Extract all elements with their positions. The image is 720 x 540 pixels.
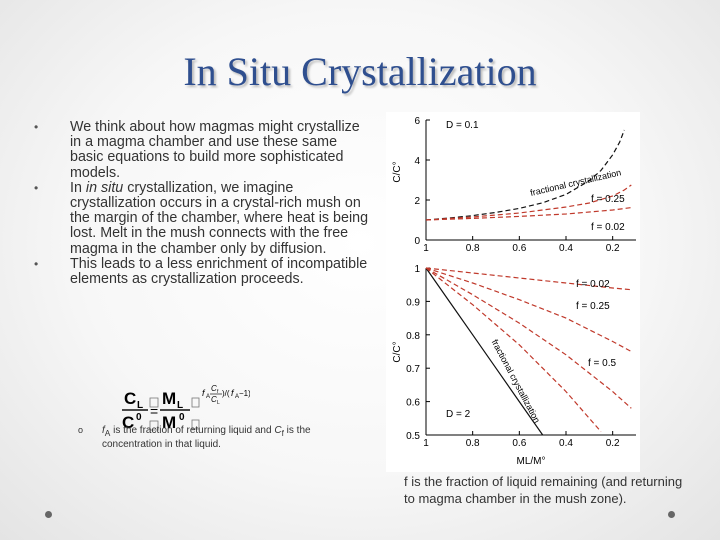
x-tick-label: 0.8	[466, 243, 480, 254]
eq-rhs-num: M	[162, 389, 176, 408]
eq-exp-f2: f	[231, 388, 235, 398]
sub-fA-sub: A	[104, 428, 111, 438]
y-axis-label: C/C°	[392, 341, 403, 362]
series-line	[425, 267, 602, 433]
eq-exp-cf-sub: f	[217, 389, 219, 395]
annotation-label: D = 2	[446, 409, 471, 420]
corner-dot	[668, 511, 675, 518]
chart-svg: 1 0.8 0.6 0.4 0.2 0 2 4 6 D = 0.1 C/C° fractional c…	[392, 116, 636, 467]
y-tick-label: 2	[414, 196, 420, 207]
sub-mid: is the fraction of returning liquid and	[110, 425, 275, 436]
series-line	[425, 267, 632, 409]
bullet-text: We think about how magmas might crystall…	[70, 119, 360, 181]
series-label: f = 0.5	[588, 358, 617, 369]
y-tick-label: 0	[414, 236, 420, 247]
corner-dot	[45, 511, 52, 518]
eq-exp-cl-sub: L	[217, 400, 220, 406]
eq-bracket-box	[191, 419, 200, 430]
y-tick-label: 4	[414, 156, 420, 167]
eq-bracket-box	[149, 397, 159, 408]
eq-exp-tail: )/(	[222, 389, 230, 398]
series-line	[425, 267, 544, 436]
y-axis-label: C/C°	[392, 161, 403, 182]
bullet-text-italic: in situ	[85, 179, 124, 196]
curve-label: fractional crystallization	[490, 338, 543, 425]
figure-caption: f is the fraction of liquid remaining (a…	[404, 474, 683, 506]
bullet-dot: •	[34, 256, 39, 271]
eq-equals: =	[150, 403, 158, 419]
eq-rhs-num-sub: L	[177, 400, 183, 411]
y-tick-label: 0.6	[406, 398, 420, 409]
bullet-item: • This leads to a less enrichment of inc…	[34, 255, 370, 288]
x-tick-label: 1	[423, 243, 429, 254]
y-tick-label: 0.7	[406, 364, 420, 375]
annotation-label: D = 0.1	[446, 120, 479, 131]
bullet-item: • We think about how magmas might crysta…	[34, 119, 370, 181]
y-tick-label: 1	[414, 264, 420, 275]
eq-bracket-box	[149, 420, 159, 431]
x-tick-label: 1	[423, 438, 429, 449]
series-label: f = 0.02	[591, 222, 625, 233]
x-tick-label: 0.2	[606, 438, 620, 449]
series-line	[425, 184, 632, 221]
series-label: f = 0.25	[576, 301, 610, 312]
y-tick-label: 0.9	[406, 297, 420, 308]
x-tick-label: 0.2	[606, 243, 620, 254]
y-tick-label: 0.5	[406, 431, 420, 442]
bullet-text: This leads to a less enrichment of incom…	[70, 255, 368, 288]
sub-bullet: o fA is the fraction of returning liquid…	[78, 425, 348, 450]
x-tick-label: 0.4	[559, 438, 573, 449]
eq-exp-tail2: −1)	[239, 389, 250, 398]
sub-post: is the concentration in that liquid.	[102, 425, 311, 450]
eq-exp-cf: C	[211, 384, 217, 393]
sub-bullet-marker: o	[78, 425, 84, 435]
eq-lhs-den-sup: 0	[136, 412, 142, 423]
y-tick-label: 0.8	[406, 331, 420, 342]
bullet-list: • We think about how magmas might crysta…	[34, 119, 370, 288]
eq-lhs-num: C	[124, 389, 136, 408]
x-axis-label: ML/M°	[517, 456, 546, 467]
eq-lhs-num-sub: L	[137, 400, 143, 411]
x-tick-label: 0.8	[466, 438, 480, 449]
series-label: f = 0.02	[576, 279, 610, 290]
x-tick-label: 0.6	[512, 243, 526, 254]
bullet-item: • In in situ crystallization, we imagine…	[34, 179, 370, 257]
y-tick-label: 6	[414, 116, 420, 127]
bullet-text-post: crystallization, we imagine crystallizat…	[70, 179, 369, 257]
sub-bullet-text: fA is the fraction of returning liquid a…	[78, 425, 348, 450]
eq-exp-A2: A	[235, 394, 239, 400]
series-line	[425, 129, 625, 221]
bullet-text-pre: In	[70, 179, 86, 196]
bullet-dot: •	[34, 180, 39, 195]
bullet-dot: •	[34, 120, 39, 134]
series-label: f = 0.25	[591, 194, 625, 205]
sub-cf-sub: f	[281, 428, 284, 438]
eq-exp-A: A	[206, 394, 210, 400]
equation: C L C 0 = M L M 0 f A C f C L )/( f A −1…	[122, 384, 250, 432]
sub-cf: C	[274, 425, 282, 436]
slide-title: In Situ Crystallization	[183, 49, 537, 94]
x-tick-label: 0.6	[512, 438, 526, 449]
series-line	[425, 207, 632, 221]
eq-lhs-den: C	[122, 413, 134, 432]
eq-rhs-den-sup: 0	[179, 412, 185, 423]
series-line	[425, 267, 632, 353]
eq-rhs-den: M	[162, 413, 176, 432]
x-tick-label: 0.4	[559, 243, 573, 254]
sub-fA: f	[102, 425, 105, 436]
eq-exp-f: f	[202, 388, 206, 398]
eq-exp-cl: C	[211, 395, 217, 404]
figure-panel: 1 0.8 0.6 0.4 0.2 0 2 4 6 D = 0.1 C/C° fractional c…	[386, 112, 640, 472]
eq-bracket-box	[191, 397, 200, 408]
